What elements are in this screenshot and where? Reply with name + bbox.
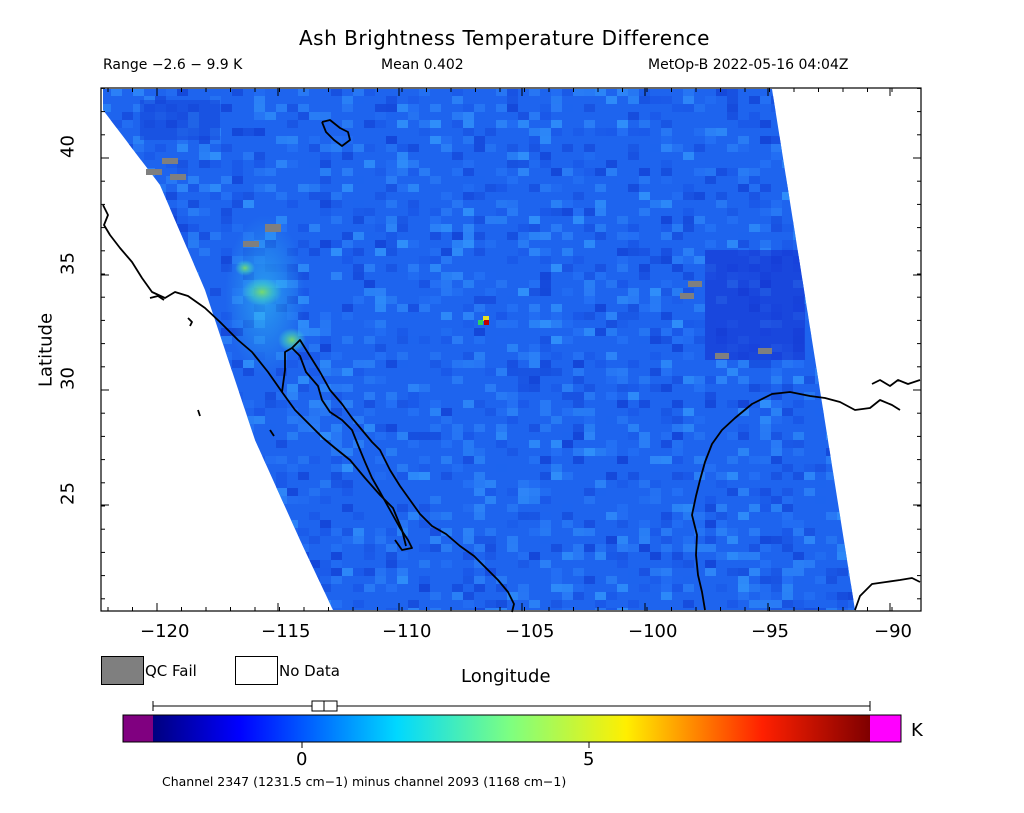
x-tick-label: −95 xyxy=(751,621,789,642)
x-tick-label: −110 xyxy=(382,621,432,642)
mean-text: Mean 0.402 xyxy=(381,57,464,73)
colorbar-caption: Channel 2347 (1231.5 cm−1) minus channel… xyxy=(162,774,567,789)
colorbar-over xyxy=(870,715,901,742)
satellite-time-text: MetOp-B 2022-05-16 04:04Z xyxy=(648,57,849,73)
colorbar-tick-label: 5 xyxy=(583,749,595,770)
x-tick-label: −115 xyxy=(261,621,311,642)
colorbar-under xyxy=(123,715,153,742)
x-tick-label: −105 xyxy=(505,621,555,642)
no-data-swatch xyxy=(235,656,278,685)
no-data-label: No Data xyxy=(279,662,340,680)
x-tick-label: −90 xyxy=(874,621,912,642)
x-axis-label: Longitude xyxy=(461,666,551,687)
colorbar-unit: K xyxy=(911,720,923,741)
qc-fail-label: QC Fail xyxy=(145,662,197,680)
range-text: Range −2.6 − 9.9 K xyxy=(103,57,243,73)
qc-fail-swatch xyxy=(101,656,144,685)
colorbar-gradient xyxy=(153,715,870,742)
map-title: Ash Brightness Temperature Difference xyxy=(299,26,710,50)
x-tick-label: −120 xyxy=(140,621,190,642)
x-tick-label: −100 xyxy=(628,621,678,642)
coastlines xyxy=(102,119,921,613)
plot-frame xyxy=(100,87,922,612)
axis-minor-ticks xyxy=(101,87,921,611)
qc-fail-pixels xyxy=(146,158,772,359)
colorbar-tick-label: 0 xyxy=(296,749,308,770)
